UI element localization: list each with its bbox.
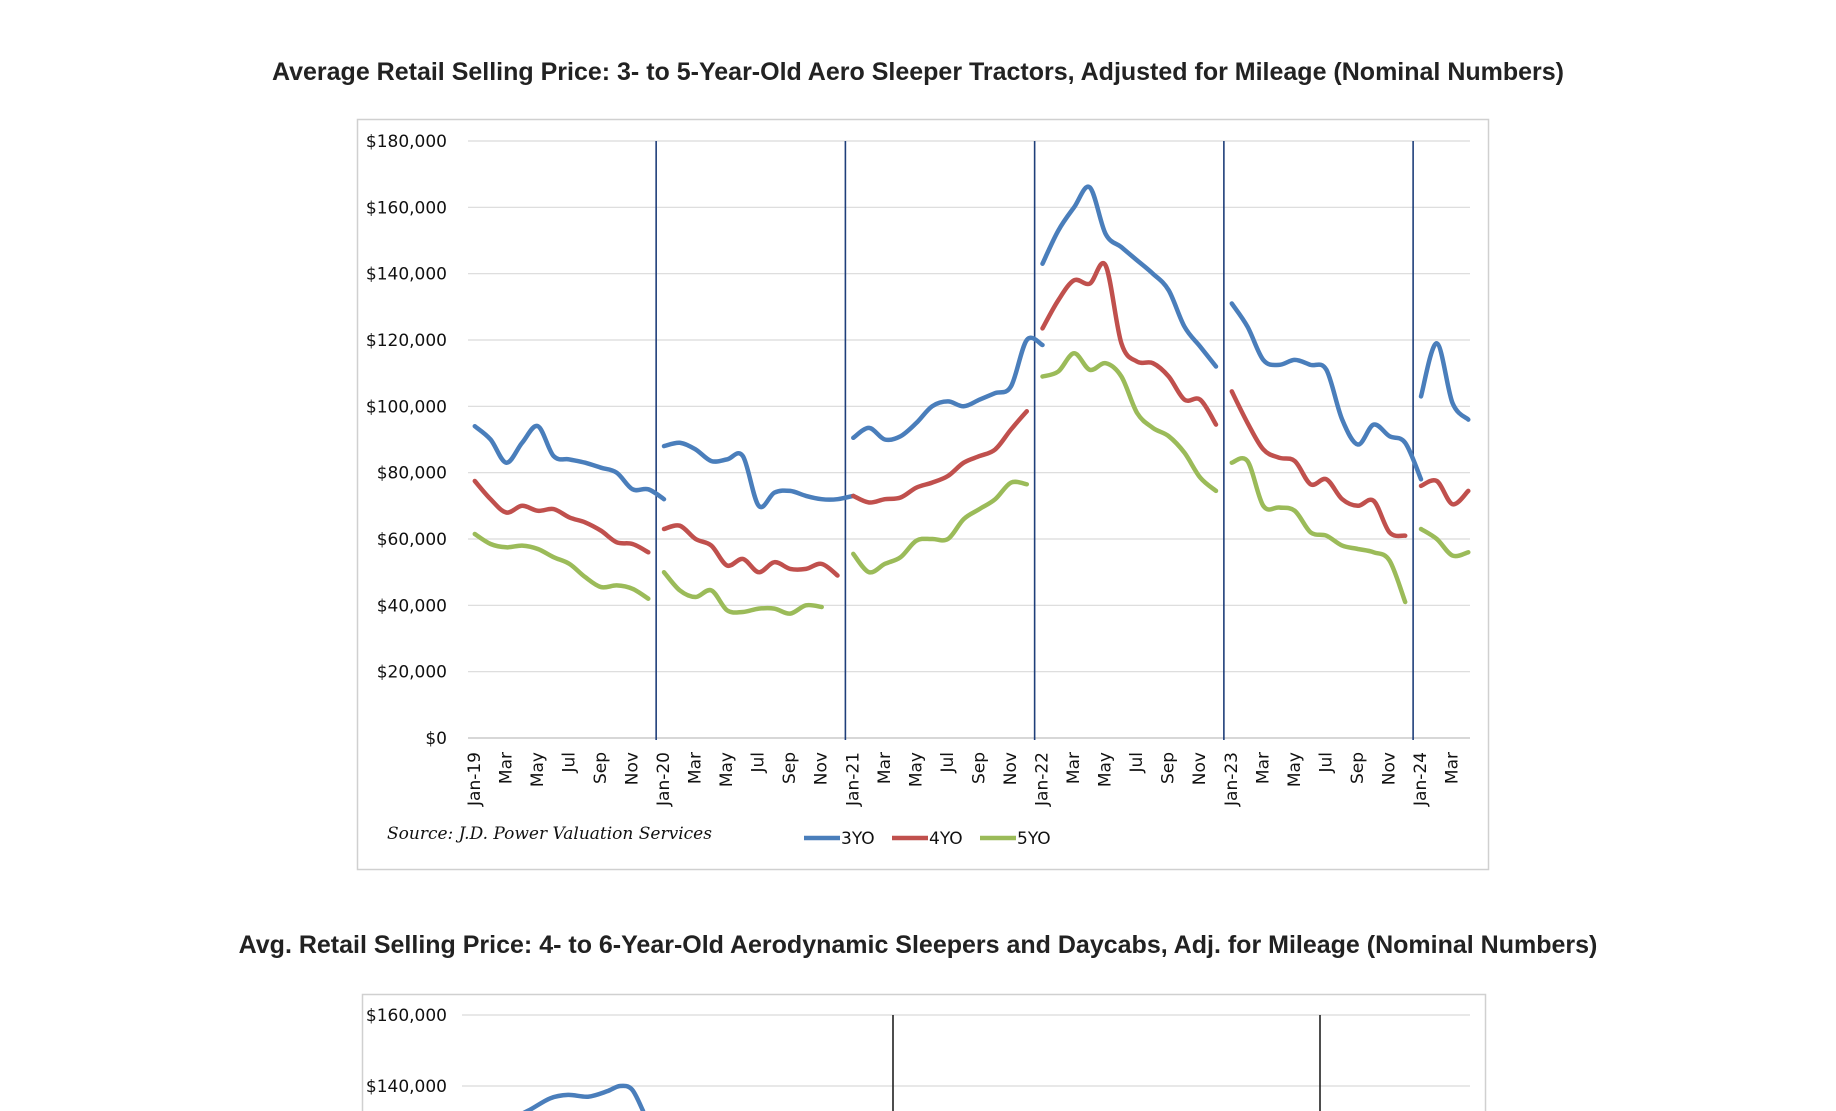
legend-label-5yo: 5YO (1017, 829, 1051, 849)
x-tick-label: Jan-23 (1222, 752, 1242, 807)
x-tick-label: Nov (1380, 752, 1400, 785)
x-tick-label: Jul (559, 752, 579, 774)
series-line-3yo (1418, 341, 1471, 422)
x-tick-label: Jan-20 (654, 752, 674, 807)
y-tick-label: $60,000 (377, 530, 447, 550)
x-tick-label: Mar (1253, 752, 1273, 784)
series-line-3yo (851, 335, 1045, 443)
y-tick-label: $100,000 (366, 397, 447, 417)
x-tick-label: Mar (1443, 752, 1463, 784)
series-line-4yo (851, 409, 1030, 505)
chart2-frame (361, 993, 1487, 1111)
y-tick-label: $180,000 (366, 132, 447, 152)
y-tick-label: $160,000 (366, 198, 447, 218)
x-tick-label: Jan-24 (1411, 752, 1431, 807)
legend-label-4yo: 4YO (929, 829, 963, 849)
x-tick-label: Sep (969, 752, 989, 784)
chart2-y-tick-label: $140,000 (366, 1077, 447, 1097)
x-tick-label: Mar (686, 752, 706, 784)
series-line-4yo (1418, 478, 1471, 507)
x-tick-label: Nov (812, 752, 832, 785)
y-tick-label: $20,000 (377, 663, 447, 683)
series-line-4yo (1040, 260, 1219, 427)
x-tick-label: Jul (1127, 752, 1147, 774)
y-tick-label: $40,000 (377, 596, 447, 616)
series-line-4yo (661, 523, 840, 578)
x-tick-label: Jul (1316, 752, 1336, 774)
series-line-5yo (1040, 351, 1219, 494)
x-tick-label: Jan-21 (843, 752, 863, 807)
y-tick-label: $80,000 (377, 464, 447, 484)
chart2-y-tick-label: $160,000 (366, 1006, 447, 1026)
x-tick-label: Nov (1001, 752, 1021, 785)
source-note: Source: J.D. Power Valuation Services (387, 824, 712, 844)
x-tick-label: Jan-22 (1033, 752, 1053, 807)
x-tick-label: Sep (780, 752, 800, 784)
series-line-3yo (1040, 184, 1219, 369)
legend-label-3yo: 3YO (841, 829, 875, 849)
x-tick-label: Sep (1159, 752, 1179, 784)
chart2-series-line (522, 1083, 646, 1111)
chart-title: Average Retail Selling Price: 3- to 5-Ye… (271, 58, 1565, 86)
x-tick-label: May (1096, 752, 1116, 787)
x-tick-label: Nov (623, 752, 643, 785)
x-tick-label: May (906, 752, 926, 787)
x-tick-label: Jul (938, 752, 958, 774)
x-tick-label: May (717, 752, 737, 787)
x-tick-label: Mar (1064, 752, 1084, 784)
x-tick-label: Mar (496, 752, 516, 784)
series-line-5yo (661, 569, 824, 616)
x-tick-label: Jul (749, 752, 769, 774)
series-line-4yo (472, 478, 651, 555)
series-line-4yo (1229, 389, 1408, 539)
x-tick-label: May (528, 752, 548, 787)
y-tick-label: $0 (425, 729, 447, 749)
series-line-5yo (1418, 526, 1471, 559)
x-tick-label: Sep (1348, 752, 1368, 784)
x-tick-label: Nov (1190, 752, 1210, 785)
x-tick-label: Sep (591, 752, 611, 784)
x-tick-label: Mar (875, 752, 895, 784)
y-tick-label: $140,000 (366, 265, 447, 285)
series-line-5yo (1229, 456, 1408, 605)
x-tick-label: Jan-19 (465, 752, 485, 807)
series-line-3yo (661, 440, 856, 510)
y-tick-label: $120,000 (366, 331, 447, 351)
chart-frame (356, 118, 1490, 871)
series-line-5yo (472, 531, 651, 601)
chart-title-2: Avg. Retail Selling Price: 4- to 6-Year-… (238, 931, 1598, 959)
series-line-5yo (851, 479, 1030, 575)
x-tick-label: May (1285, 752, 1305, 787)
series-line-3yo (1229, 301, 1424, 482)
series-line-3yo (472, 423, 667, 502)
